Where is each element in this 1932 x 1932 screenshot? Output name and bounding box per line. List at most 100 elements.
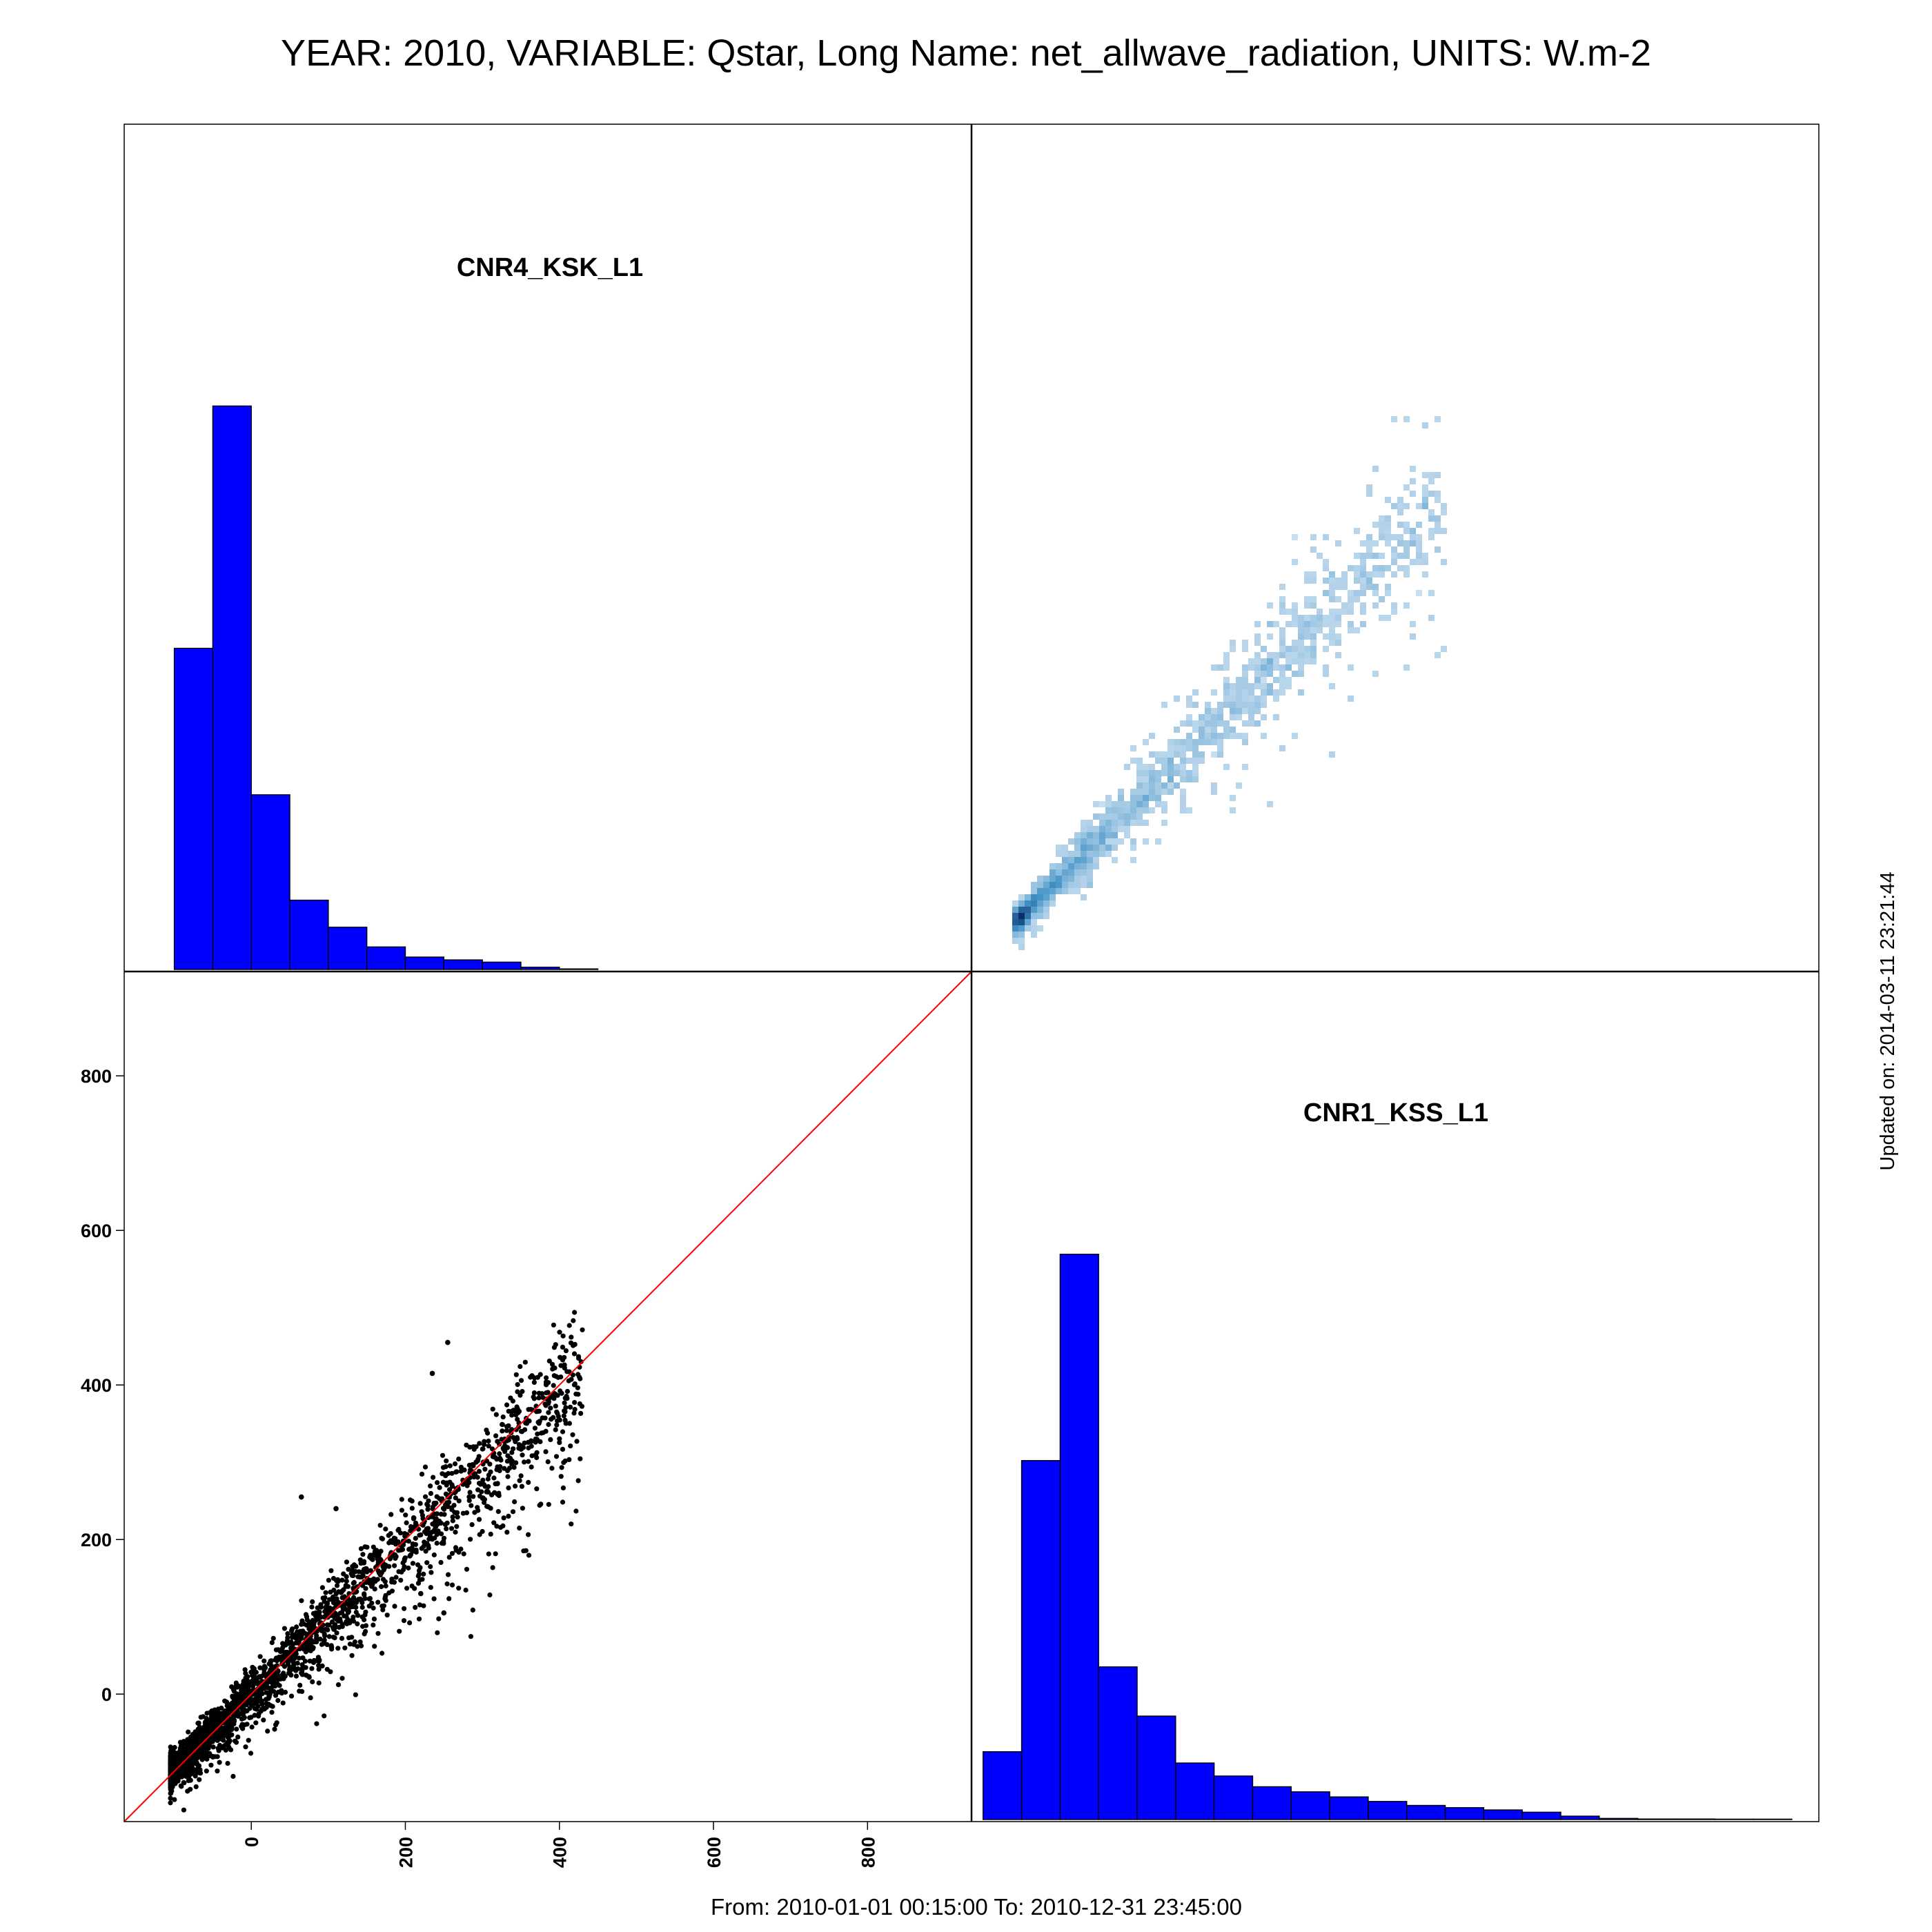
scatter-point (573, 1391, 579, 1397)
scatter-point (549, 1466, 555, 1471)
density-cell (1298, 615, 1304, 621)
density-cell (1254, 720, 1261, 727)
density-cell (1043, 876, 1049, 882)
scatter-point (375, 1599, 381, 1605)
density-cell (1254, 702, 1261, 708)
scatter-point (246, 1687, 251, 1693)
scatter-point (399, 1508, 405, 1513)
scatter-point (328, 1644, 334, 1649)
scatter-point (406, 1539, 412, 1544)
density-cell (1186, 702, 1192, 708)
density-cell (1379, 515, 1385, 522)
scatter-point (322, 1631, 327, 1637)
density-cell (1248, 696, 1254, 702)
scatter-point (250, 1697, 256, 1703)
scatter-point (351, 1615, 356, 1620)
scatter-point (177, 1739, 183, 1745)
hist-cnr1-bar-11 (1406, 1804, 1446, 1820)
scatter-point (433, 1516, 439, 1521)
scatter-point (383, 1593, 388, 1598)
density-cell (1118, 801, 1124, 807)
density-cell (1397, 497, 1403, 503)
density-cell (1379, 553, 1385, 559)
scatter-point (504, 1530, 510, 1535)
density-cell (1130, 814, 1136, 820)
scatter-point (446, 1499, 452, 1505)
scatter-point (520, 1452, 525, 1458)
density-cell (1062, 882, 1068, 888)
density-cell (1279, 652, 1285, 658)
density-cell (1223, 733, 1230, 739)
scatter-point (518, 1428, 524, 1435)
density-cell (1261, 702, 1267, 708)
density-cell (1205, 708, 1211, 714)
density-cell (1348, 590, 1354, 596)
density-cell (1329, 640, 1335, 646)
density-cell (1099, 838, 1105, 845)
scatter-point (409, 1498, 415, 1504)
density-cell (1081, 894, 1087, 900)
scatter-point (375, 1560, 381, 1566)
scatter-point (482, 1466, 488, 1472)
density-cell (1261, 646, 1267, 652)
scatter-point (495, 1481, 500, 1486)
scatter-point (380, 1577, 386, 1582)
density-cell (1267, 652, 1273, 658)
scatter-point (227, 1732, 233, 1737)
density-cell (1167, 745, 1174, 751)
density-cell (1366, 578, 1372, 584)
density-cell (1037, 876, 1043, 882)
density-cell (1341, 584, 1348, 590)
scatter-point (410, 1561, 416, 1566)
density-cell (1366, 484, 1372, 491)
density-cell (1081, 876, 1087, 882)
scatter-point (468, 1537, 473, 1542)
density-cell (1354, 528, 1360, 534)
density-cell (1285, 609, 1292, 615)
density-cell (1192, 770, 1199, 776)
scatter-point (560, 1333, 566, 1339)
scatter-point (575, 1385, 580, 1390)
density-cell (1261, 658, 1267, 664)
density-cell (1105, 814, 1112, 820)
density-cell (1161, 702, 1167, 708)
density-cell (1366, 546, 1372, 553)
scatter-point (487, 1461, 493, 1467)
density-cell (1049, 888, 1056, 894)
hist-cnr4-bar-5 (366, 946, 406, 970)
density-cell (1329, 615, 1335, 621)
scatter-point (422, 1539, 427, 1545)
scatter-point (172, 1744, 177, 1751)
density-cell (1105, 801, 1112, 807)
density-cell (1242, 702, 1248, 708)
density-cell (1254, 664, 1261, 671)
scatter-point (511, 1465, 517, 1470)
density-cell (1025, 919, 1031, 925)
density-cell (1298, 627, 1304, 633)
density-cell (1124, 801, 1130, 807)
density-cell (1074, 876, 1081, 882)
scatter-point (491, 1475, 497, 1481)
density-cell (1149, 776, 1155, 782)
density-cell (1143, 782, 1149, 789)
density-cell (1068, 851, 1074, 857)
scatter-point (326, 1577, 331, 1583)
density-cell (1379, 528, 1385, 534)
scatter-point (449, 1470, 455, 1476)
density-cell (1180, 770, 1186, 776)
density-cell (1230, 696, 1236, 702)
scatter-point (537, 1419, 542, 1424)
scatter-point (567, 1404, 573, 1410)
scatter-point (497, 1441, 502, 1447)
density-cell (1348, 696, 1354, 702)
scatter-point (271, 1688, 277, 1694)
scatter-point (481, 1499, 487, 1506)
density-cell (1018, 894, 1025, 900)
scatter-point (526, 1418, 532, 1423)
density-cell (1180, 801, 1186, 807)
density-cell (1161, 789, 1167, 795)
density-cell (1130, 745, 1136, 751)
scatter-point (456, 1586, 462, 1591)
y-tick-label-4: 800 (81, 1066, 112, 1087)
density-cell (1242, 683, 1248, 689)
